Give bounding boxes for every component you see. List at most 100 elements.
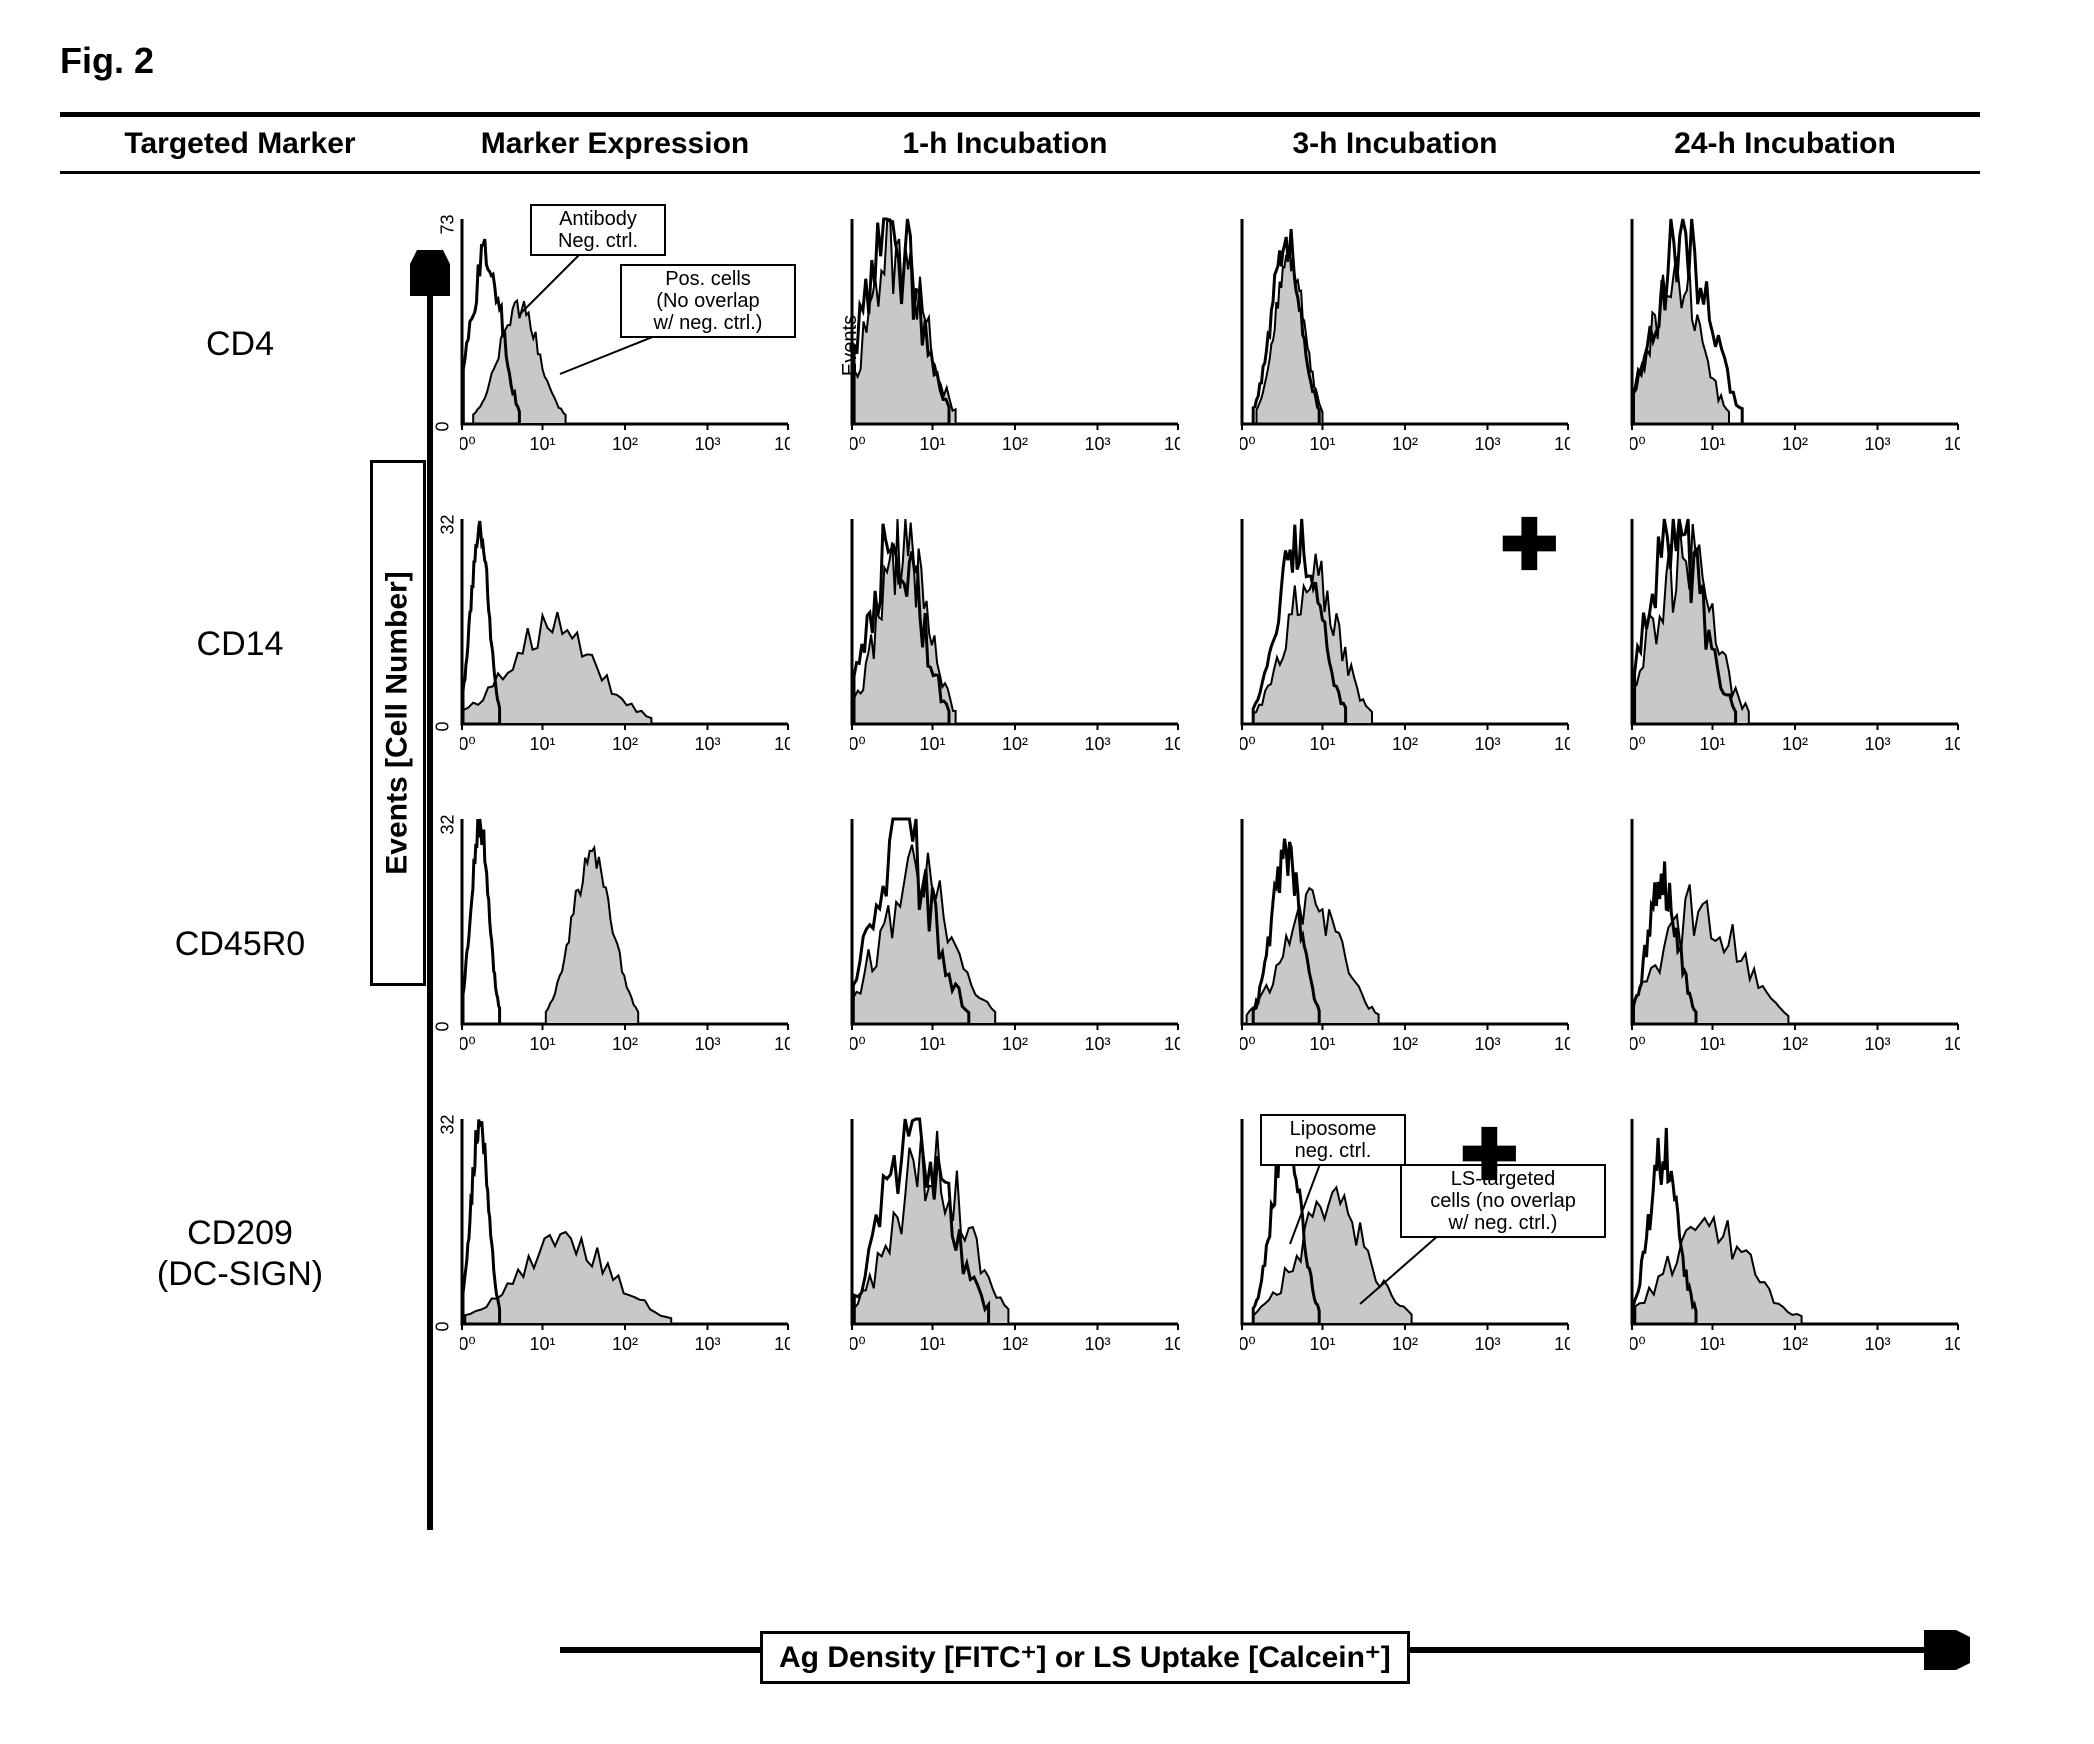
svg-text:10¹: 10¹ [1699, 434, 1725, 454]
histogram-svg: 10⁰10¹10²10³10⁴ [1240, 214, 1570, 464]
svg-text:10²: 10² [1782, 734, 1808, 754]
svg-text:10⁴: 10⁴ [1944, 734, 1960, 754]
histogram-svg: 10⁰10¹10²10³10⁴ [460, 814, 790, 1064]
svg-text:10⁴: 10⁴ [1944, 1034, 1960, 1054]
histogram-svg: 10⁰10¹10²10³10⁴ [460, 1114, 790, 1364]
row-label: CD4 [60, 194, 420, 494]
histogram-svg: 10⁰ 10¹ 10² 10³ 10⁴ [1630, 1114, 1960, 1364]
histogram-svg: 10⁰10¹10²10³10⁴ [1630, 814, 1960, 1064]
svg-text:10²: 10² [1002, 434, 1028, 454]
header-1h: 1-h Incubation [810, 127, 1200, 161]
svg-text:10⁰: 10⁰ [1630, 434, 1646, 454]
svg-text:10²: 10² [1392, 1034, 1418, 1054]
callout-box: Liposome neg. ctrl. [1260, 1114, 1406, 1166]
y-max-label: 73 [438, 214, 459, 234]
svg-text:10²: 10² [1782, 434, 1808, 454]
histogram-panel: 10⁰ 10¹ 10² 10³ 10⁴ [850, 814, 1180, 1064]
svg-text:10⁰: 10⁰ [1240, 734, 1256, 754]
histogram-panel: 10⁰10¹10²10³10⁴ [1240, 214, 1570, 464]
svg-text:10⁴: 10⁴ [1944, 434, 1960, 454]
histogram-svg: 10⁰10¹10²10³10⁴ [460, 514, 790, 764]
svg-text:10⁰: 10⁰ [1240, 1034, 1256, 1054]
svg-text:10²: 10² [1392, 734, 1418, 754]
histogram-cell: 10⁰10¹10²10³10⁴ [1590, 494, 1980, 794]
svg-text:10⁴: 10⁴ [1944, 1334, 1960, 1354]
svg-text:10²: 10² [612, 1334, 638, 1354]
svg-text:10¹: 10¹ [919, 734, 945, 754]
histogram-svg: 10⁰10¹10²10³10⁴ [850, 514, 1180, 764]
svg-text:10³: 10³ [694, 434, 720, 454]
svg-text:10²: 10² [1392, 434, 1418, 454]
header-marker-expression: Marker Expression [420, 127, 810, 161]
svg-text:10⁰: 10⁰ [850, 734, 866, 754]
svg-text:10³: 10³ [1084, 434, 1110, 454]
y-axis-label: Events [Cell Number] [381, 571, 415, 874]
svg-text:10⁰: 10⁰ [850, 1034, 866, 1054]
svg-text:10³: 10³ [1864, 1334, 1890, 1354]
histogram-panel: 10⁰10¹10²10³10⁴ [1630, 514, 1960, 764]
svg-text:10⁰: 10⁰ [1630, 734, 1646, 754]
svg-text:10⁰: 10⁰ [850, 434, 866, 454]
row-label: CD14 [60, 494, 420, 794]
svg-text:10²: 10² [612, 1034, 638, 1054]
svg-text:10¹: 10¹ [1309, 1334, 1335, 1354]
svg-text:10³: 10³ [1474, 1034, 1500, 1054]
histogram-cell: 10⁰10¹10²10³10⁴ [810, 494, 1200, 794]
svg-text:10⁰: 10⁰ [1630, 1034, 1646, 1054]
svg-text:10⁰: 10⁰ [460, 1334, 476, 1354]
header-3h: 3-h Incubation [1200, 127, 1590, 161]
histogram-cell: 10⁰ 10¹ 10² 10³ 10⁴ [810, 794, 1200, 1094]
svg-text:10⁴: 10⁴ [1164, 434, 1180, 454]
histogram-panel: 10⁰10¹10²10³10⁴Events [850, 214, 1180, 464]
rule-top [60, 112, 1980, 117]
histogram-panel: 10⁰10¹10²10³10⁴ [850, 514, 1180, 764]
callout-box: Antibody Neg. ctrl. [530, 204, 666, 256]
svg-text:10⁴: 10⁴ [774, 434, 790, 454]
histogram-panel: 10⁰10¹10²10³10⁴ [850, 1114, 1180, 1364]
histogram-cell: 10⁰10¹10²10³10⁴ [1200, 794, 1590, 1094]
events-small-label: Events [839, 315, 862, 376]
column-headers-row: Targeted Marker Marker Expression 1-h In… [60, 127, 1980, 161]
row-label: CD209 (DC-SIGN) [60, 1094, 420, 1414]
histogram-cell: 10⁰ 10¹ 10² 10³ 10⁴ Events [810, 194, 1200, 494]
histogram-svg: 10⁰ 10¹ 10² 10³ 10⁴ [850, 214, 1180, 464]
svg-text:10⁴: 10⁴ [1554, 1034, 1570, 1054]
svg-text:10²: 10² [1782, 1034, 1808, 1054]
histogram-cell: 10⁰10¹10²10³10⁴ [1590, 794, 1980, 1094]
svg-text:10¹: 10¹ [919, 1034, 945, 1054]
svg-text:10³: 10³ [1084, 1034, 1110, 1054]
svg-text:10⁴: 10⁴ [1554, 1334, 1570, 1354]
svg-text:10³: 10³ [1864, 434, 1890, 454]
histogram-cell: 10⁰ 10¹ 10² 10³ 10⁴ [1590, 194, 1980, 494]
svg-text:10⁰: 10⁰ [460, 734, 476, 754]
x-axis-label: Ag Density [FITC⁺] or LS Uptake [Calcein… [779, 1641, 1391, 1674]
svg-text:10⁴: 10⁴ [774, 734, 790, 754]
histogram-cell: 10⁰10¹10²10³10⁴ [810, 1094, 1200, 1414]
svg-text:10²: 10² [1002, 1034, 1028, 1054]
svg-text:10¹: 10¹ [1699, 1334, 1725, 1354]
histogram-panel: 10⁰ 10¹ 10² 10³ 10⁴ [1630, 1114, 1960, 1364]
y-axis-label-box: Events [Cell Number] [370, 460, 426, 986]
header-24h: 24-h Incubation [1590, 127, 1980, 161]
header-targeted-marker: Targeted Marker [60, 127, 420, 161]
svg-text:10²: 10² [1002, 1334, 1028, 1354]
svg-text:10⁰: 10⁰ [850, 1334, 866, 1354]
svg-text:10⁰: 10⁰ [460, 434, 476, 454]
svg-text:10⁴: 10⁴ [1164, 1034, 1180, 1054]
svg-text:10²: 10² [1782, 1334, 1808, 1354]
histogram-panel: 10⁰10¹10²10³10⁴320 [460, 514, 790, 764]
svg-text:10³: 10³ [1474, 434, 1500, 454]
plus-marker-icon: ✚ [1460, 1114, 1519, 1196]
svg-text:10³: 10³ [1864, 734, 1890, 754]
rule-under-headers [60, 171, 1980, 174]
svg-text:10¹: 10¹ [919, 434, 945, 454]
histogram-cell: 10⁰10¹10²10³10⁴320 [420, 1094, 810, 1414]
histogram-svg: 10⁰ 10¹ 10² 10³ 10⁴ [850, 814, 1180, 1064]
svg-text:10¹: 10¹ [529, 434, 555, 454]
svg-text:10⁰: 10⁰ [1630, 1334, 1646, 1354]
histogram-panel: 10⁰ 10¹ 10² 10³ 10⁴ [1630, 214, 1960, 464]
svg-text:10⁰: 10⁰ [1240, 1334, 1256, 1354]
histogram-panel: 10⁰10¹10²10³10⁴320 [460, 814, 790, 1064]
histogram-panel: 10⁰10¹10²10³10⁴320 [460, 1114, 790, 1364]
svg-text:10⁴: 10⁴ [774, 1034, 790, 1054]
